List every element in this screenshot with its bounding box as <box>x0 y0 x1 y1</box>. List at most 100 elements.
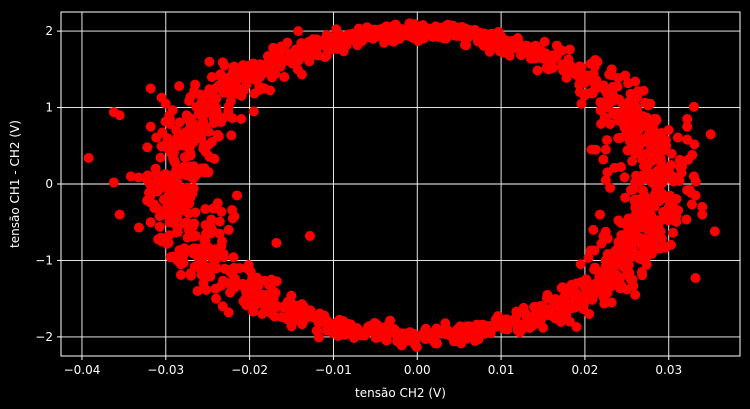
data-point <box>248 106 259 117</box>
data-point <box>532 65 543 76</box>
y-tick-label: 2 <box>45 24 53 38</box>
data-point <box>571 321 582 332</box>
data-point <box>191 121 202 132</box>
data-point <box>204 56 215 67</box>
data-point <box>656 127 667 138</box>
data-point <box>445 331 456 342</box>
data-point <box>672 132 683 143</box>
data-point <box>162 133 173 144</box>
data-point <box>164 180 175 191</box>
data-point <box>554 308 565 319</box>
data-point <box>613 251 624 262</box>
data-point <box>180 139 191 150</box>
data-point <box>655 194 666 205</box>
data-point <box>228 252 239 263</box>
data-point <box>571 278 582 289</box>
data-point <box>198 245 209 256</box>
data-point <box>512 325 523 336</box>
y-tick-label: −1 <box>35 253 53 267</box>
data-point <box>622 112 633 123</box>
data-point <box>687 149 698 160</box>
data-point <box>578 299 589 310</box>
data-point <box>203 126 214 137</box>
data-point <box>381 34 392 45</box>
data-point <box>479 28 490 39</box>
data-point <box>584 308 595 319</box>
x-tick-label: −0.04 <box>64 363 101 377</box>
data-point <box>151 132 162 143</box>
data-point <box>160 169 171 180</box>
y-tick-label: 0 <box>45 177 53 191</box>
data-point <box>619 131 630 142</box>
data-point <box>223 101 234 112</box>
data-point <box>243 73 254 84</box>
data-point <box>651 114 662 125</box>
data-point <box>223 224 234 235</box>
data-point <box>620 70 631 81</box>
data-point <box>681 214 692 225</box>
data-point <box>573 292 584 303</box>
data-point <box>160 98 171 109</box>
data-point <box>167 105 178 116</box>
data-point <box>145 121 156 132</box>
data-point <box>416 23 427 34</box>
data-point <box>216 240 227 251</box>
data-point <box>156 236 167 247</box>
data-point <box>535 300 546 311</box>
data-point <box>204 151 215 162</box>
data-point <box>218 275 228 286</box>
data-point <box>288 310 299 321</box>
data-point <box>150 163 161 174</box>
data-point <box>214 216 225 227</box>
data-point <box>326 321 337 332</box>
data-point <box>538 322 549 333</box>
data-point <box>520 310 531 321</box>
data-point <box>205 228 216 239</box>
data-point <box>657 163 668 174</box>
data-point <box>524 323 535 334</box>
data-point <box>460 39 471 50</box>
data-point <box>242 263 253 274</box>
data-point <box>642 148 653 159</box>
data-point <box>630 148 641 159</box>
data-point <box>586 144 597 155</box>
data-point <box>674 175 685 186</box>
data-point <box>606 64 617 75</box>
data-point <box>211 102 222 113</box>
data-point <box>635 252 646 263</box>
data-point <box>659 241 670 252</box>
data-point <box>438 33 449 44</box>
data-point <box>190 79 201 90</box>
data-point <box>293 26 304 37</box>
data-point <box>511 309 522 320</box>
data-point <box>142 142 153 153</box>
data-point <box>175 269 186 280</box>
data-point <box>211 263 222 274</box>
data-point <box>534 46 545 57</box>
data-point <box>630 289 641 300</box>
data-point <box>216 206 227 217</box>
data-point <box>155 152 166 163</box>
data-point <box>542 308 553 319</box>
data-point <box>174 117 185 128</box>
data-point <box>172 189 183 200</box>
data-point <box>402 27 413 38</box>
data-point <box>331 24 342 35</box>
data-point <box>555 317 566 328</box>
data-point <box>600 226 611 237</box>
data-point <box>304 56 315 67</box>
data-point <box>635 236 646 247</box>
data-point <box>394 33 405 44</box>
data-point <box>144 187 154 198</box>
x-tick-label: 0.03 <box>655 363 682 377</box>
data-point <box>201 284 212 295</box>
data-point <box>595 209 606 220</box>
data-point <box>244 282 255 293</box>
data-point <box>570 69 581 80</box>
data-point <box>566 285 577 296</box>
data-point <box>620 192 631 203</box>
data-point <box>666 148 677 159</box>
data-point <box>533 312 544 323</box>
data-point <box>398 328 409 339</box>
data-point <box>196 133 207 144</box>
